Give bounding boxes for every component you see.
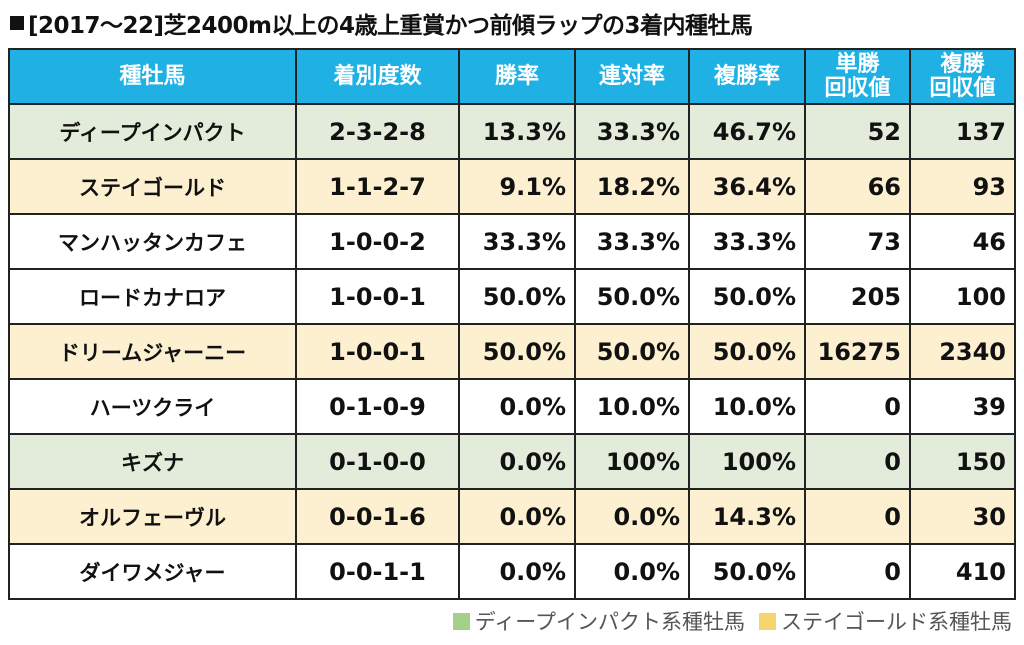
header-record: 着別度数 <box>295 48 460 105</box>
cell-sire: マンハッタンカフェ <box>8 213 297 270</box>
cell-win-return: 66 <box>804 158 911 215</box>
legend-label-deep: ディープインパクト系種牡馬 <box>474 610 745 634</box>
table-row: ダイワメジャー 0-0-1-1 0.0% 0.0% 50.0% 0 410 <box>8 543 1016 600</box>
cell-win-rate: 50.0% <box>458 268 576 325</box>
legend-item-deep: ディープインパクト系種牡馬 <box>452 606 745 636</box>
cell-quinella-rate: 10.0% <box>574 378 690 435</box>
cell-place-rate: 46.7% <box>688 103 806 160</box>
header-win-rate: 勝率 <box>458 48 576 105</box>
cell-win-rate: 13.3% <box>458 103 576 160</box>
cell-win-rate: 0.0% <box>458 543 576 600</box>
cell-win-rate: 33.3% <box>458 213 576 270</box>
cell-sire: ディープインパクト <box>8 103 297 160</box>
cell-win-rate: 0.0% <box>458 433 576 490</box>
cell-place-return: 2340 <box>909 323 1016 380</box>
header-win-return-line2: 回収値 <box>824 75 891 101</box>
cell-win-rate: 9.1% <box>458 158 576 215</box>
cell-quinella-rate: 33.3% <box>574 213 690 270</box>
table-row: ハーツクライ 0-1-0-9 0.0% 10.0% 10.0% 0 39 <box>8 378 1016 435</box>
cell-win-return: 16275 <box>804 323 911 380</box>
cell-record: 1-0-0-1 <box>295 323 460 380</box>
header-place-return-line1: 複勝 <box>940 51 985 77</box>
cell-record: 0-0-1-6 <box>295 488 460 545</box>
title-text: [2017～22]芝2400m以上の4歳上重賞かつ前傾ラップの3着内種牡馬 <box>28 13 753 39</box>
cell-sire: ロードカナロア <box>8 268 297 325</box>
square-bullet-icon <box>10 16 24 30</box>
cell-win-return: 0 <box>804 378 911 435</box>
cell-record: 1-0-0-1 <box>295 268 460 325</box>
header-sire: 種牡馬 <box>8 48 297 105</box>
header-place-rate: 複勝率 <box>688 48 806 105</box>
header-win-return-line1: 単勝 <box>835 51 880 77</box>
cell-quinella-rate: 33.3% <box>574 103 690 160</box>
cell-sire: ステイゴールド <box>8 158 297 215</box>
table-row: キズナ 0-1-0-0 0.0% 100% 100% 0 150 <box>8 433 1016 490</box>
cell-win-return: 0 <box>804 543 911 600</box>
cell-place-rate: 36.4% <box>688 158 806 215</box>
cell-win-rate: 0.0% <box>458 378 576 435</box>
table-row: ロードカナロア 1-0-0-1 50.0% 50.0% 50.0% 205 100 <box>8 268 1016 325</box>
sire-stats-table: 種牡馬 着別度数 勝率 連対率 複勝率 単勝 回収値 複勝 回収値 ディープイン… <box>8 48 1016 600</box>
cell-place-rate: 50.0% <box>688 268 806 325</box>
header-win-return: 単勝 回収値 <box>804 48 911 105</box>
cell-win-return: 73 <box>804 213 911 270</box>
cell-record: 0-1-0-9 <box>295 378 460 435</box>
cell-place-rate: 14.3% <box>688 488 806 545</box>
cell-sire: ドリームジャーニー <box>8 323 297 380</box>
header-place-return: 複勝 回収値 <box>909 48 1016 105</box>
legend: ディープインパクト系種牡馬 ステイゴールド系種牡馬 <box>452 606 1012 636</box>
cell-place-rate: 100% <box>688 433 806 490</box>
cell-record: 1-0-0-2 <box>295 213 460 270</box>
cell-place-return: 137 <box>909 103 1016 160</box>
cell-win-rate: 50.0% <box>458 323 576 380</box>
cell-quinella-rate: 0.0% <box>574 543 690 600</box>
legend-label-stay: ステイゴールド系種牡馬 <box>781 610 1012 634</box>
legend-item-stay: ステイゴールド系種牡馬 <box>759 606 1012 636</box>
table-row: ステイゴールド 1-1-2-7 9.1% 18.2% 36.4% 66 93 <box>8 158 1016 215</box>
cell-record: 1-1-2-7 <box>295 158 460 215</box>
cell-record: 2-3-2-8 <box>295 103 460 160</box>
table-row: ドリームジャーニー 1-0-0-1 50.0% 50.0% 50.0% 16275 2340 <box>8 323 1016 380</box>
cell-sire: オルフェーヴル <box>8 488 297 545</box>
cell-quinella-rate: 18.2% <box>574 158 690 215</box>
cell-place-return: 150 <box>909 433 1016 490</box>
cell-place-rate: 50.0% <box>688 543 806 600</box>
cell-win-return: 52 <box>804 103 911 160</box>
cell-place-return: 100 <box>909 268 1016 325</box>
table-row: ディープインパクト 2-3-2-8 13.3% 33.3% 46.7% 52 137 <box>8 103 1016 160</box>
cell-place-rate: 50.0% <box>688 323 806 380</box>
cell-quinella-rate: 0.0% <box>574 488 690 545</box>
cell-place-rate: 10.0% <box>688 378 806 435</box>
cell-place-return: 30 <box>909 488 1016 545</box>
cell-win-return: 0 <box>804 433 911 490</box>
cell-quinella-rate: 50.0% <box>574 323 690 380</box>
cell-place-return: 46 <box>909 213 1016 270</box>
cell-quinella-rate: 100% <box>574 433 690 490</box>
cell-record: 0-0-1-1 <box>295 543 460 600</box>
cell-place-rate: 33.3% <box>688 213 806 270</box>
cell-place-return: 410 <box>909 543 1016 600</box>
header-quinella-rate: 連対率 <box>574 48 690 105</box>
cell-sire: ハーツクライ <box>8 378 297 435</box>
page-title: [2017～22]芝2400m以上の4歳上重賞かつ前傾ラップの3着内種牡馬 <box>10 6 753 40</box>
table-row: オルフェーヴル 0-0-1-6 0.0% 0.0% 14.3% 0 30 <box>8 488 1016 545</box>
legend-swatch-deep <box>452 612 470 630</box>
legend-swatch-stay <box>759 612 776 630</box>
cell-sire: ダイワメジャー <box>8 543 297 600</box>
cell-sire: キズナ <box>8 433 297 490</box>
header-place-return-line2: 回収値 <box>929 75 996 101</box>
cell-win-rate: 0.0% <box>458 488 576 545</box>
table-header-row: 種牡馬 着別度数 勝率 連対率 複勝率 単勝 回収値 複勝 回収値 <box>8 48 1016 105</box>
cell-place-return: 93 <box>909 158 1016 215</box>
cell-win-return: 0 <box>804 488 911 545</box>
cell-record: 0-1-0-0 <box>295 433 460 490</box>
cell-win-return: 205 <box>804 268 911 325</box>
table-row: マンハッタンカフェ 1-0-0-2 33.3% 33.3% 33.3% 73 46 <box>8 213 1016 270</box>
cell-quinella-rate: 50.0% <box>574 268 690 325</box>
cell-place-return: 39 <box>909 378 1016 435</box>
